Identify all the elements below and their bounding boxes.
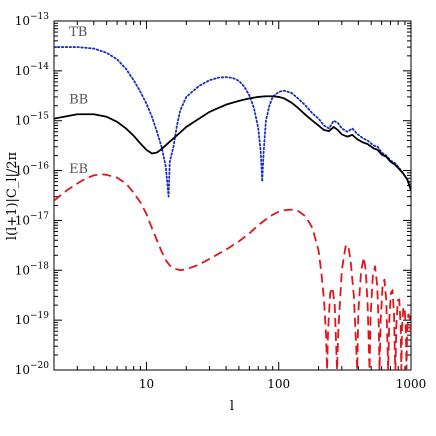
- y-tick-label: 10−17: [15, 211, 50, 227]
- x-tick-label: 1000: [396, 377, 427, 391]
- y-tick-label-exponent: −16: [30, 162, 49, 172]
- y-axis-label: l(l+1)|C_l|/2π: [5, 151, 20, 240]
- series-bb-line: [54, 95, 411, 191]
- y-tick-label: 10−18: [15, 261, 50, 277]
- y-tick-label: 10−20: [15, 361, 50, 377]
- y-tick-label: 10−19: [15, 311, 50, 327]
- y-tick-label-base: 10: [15, 114, 30, 128]
- series-eb-label: EB: [69, 162, 88, 177]
- y-tick-label-base: 10: [15, 313, 30, 327]
- y-tick-label-base: 10: [15, 14, 30, 28]
- y-tick-label-exponent: −20: [30, 361, 49, 371]
- y-tick-label-exponent: −13: [30, 12, 49, 22]
- y-tick-label-exponent: −18: [30, 261, 49, 271]
- x-tick-label: 10: [139, 377, 154, 391]
- y-tick-label: 10−15: [15, 112, 50, 128]
- y-tick-label-exponent: −15: [30, 112, 49, 122]
- y-tick-label-base: 10: [15, 164, 30, 178]
- y-tick-label: 10−14: [15, 62, 50, 78]
- series-labels: TB BB EB: [69, 25, 88, 177]
- y-tick-label-exponent: −19: [30, 311, 49, 321]
- y-tick-label-base: 10: [15, 64, 30, 78]
- axis-ticks: [53, 20, 412, 371]
- x-axis-label: l: [230, 399, 234, 414]
- y-tick-label: 10−13: [15, 12, 50, 28]
- plot-frame: [53, 20, 412, 371]
- y-tick-label-exponent: −14: [30, 62, 49, 72]
- y-tick-label-base: 10: [15, 213, 30, 227]
- y-tick-label-exponent: −17: [30, 211, 49, 221]
- x-tick-labels: 10 100 1000: [139, 377, 426, 391]
- series-bb-label: BB: [69, 93, 88, 108]
- series-layer: [54, 46, 411, 370]
- x-tick-label: 100: [267, 377, 290, 391]
- y-tick-label-base: 10: [15, 363, 30, 377]
- y-tick-label-base: 10: [15, 263, 30, 277]
- series-tb-label: TB: [69, 25, 87, 40]
- series-tb-line: [54, 46, 411, 198]
- series-eb-line: [54, 173, 411, 370]
- y-tick-label: 10−16: [15, 162, 50, 178]
